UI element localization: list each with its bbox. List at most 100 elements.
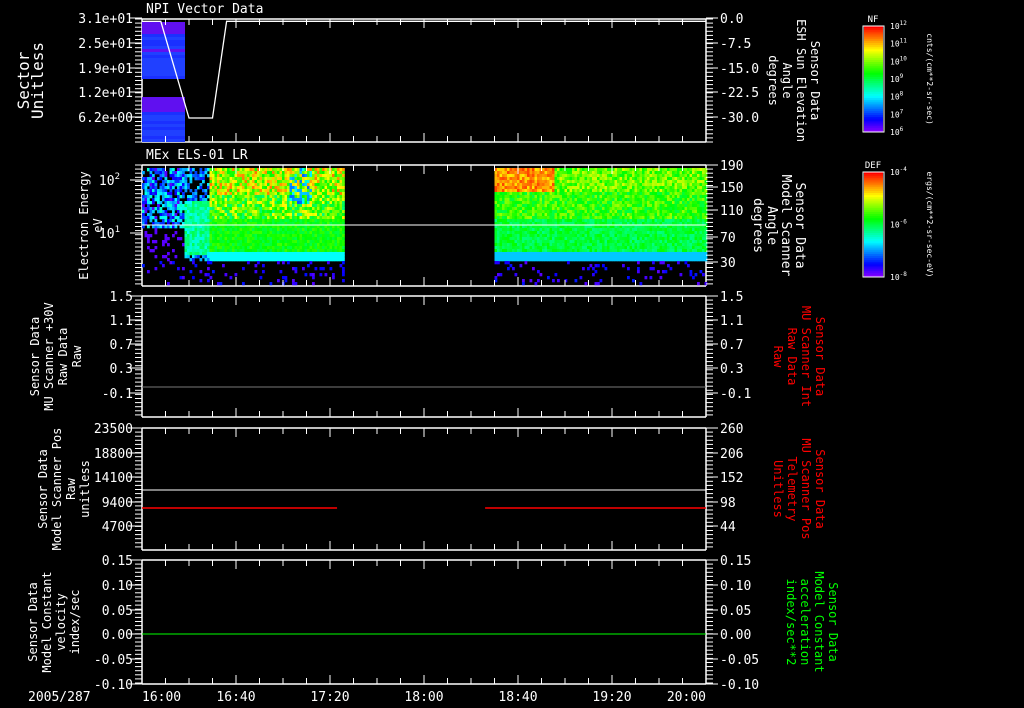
spectrogram-cell [522, 204, 525, 208]
spectrogram-cell [559, 249, 563, 253]
spectrogram-cell [262, 213, 265, 217]
spectrogram-cell [192, 225, 195, 229]
spectrogram-cell [494, 243, 498, 247]
spectrogram-cell [694, 243, 698, 247]
spectrogram-cell [694, 237, 698, 241]
spectrogram-cell [194, 228, 198, 232]
spectrogram-cell [632, 192, 635, 196]
spectrogram-cell [654, 180, 658, 184]
spectrogram-cell [179, 210, 183, 214]
spectrogram-cell [499, 252, 503, 256]
spectrogram-cell [322, 180, 325, 184]
spectrogram-cell [522, 222, 525, 226]
spectrogram-cell [522, 228, 525, 232]
spectrogram-cell [567, 243, 570, 247]
spectrogram-cell [192, 246, 195, 250]
spectrogram-cell [572, 207, 575, 211]
spectrogram-cell [284, 243, 288, 247]
spectrogram-cell [517, 240, 520, 244]
spectrogram-cell [619, 225, 623, 229]
spectrogram-cell [252, 222, 255, 226]
spectrogram-cell [167, 252, 170, 256]
spectrogram-cell [684, 186, 688, 190]
spectrogram-cell [619, 198, 623, 202]
spectrogram-cell [224, 273, 228, 277]
spectrogram-cell [272, 237, 275, 241]
spectrogram-cell [232, 177, 235, 181]
spectrogram-cell [162, 264, 165, 268]
spectrogram-cell [237, 192, 240, 196]
spectrogram-cell [509, 255, 513, 259]
spectrogram-cell [277, 246, 280, 250]
spectrogram-cell [302, 171, 305, 175]
spectrogram-cell [512, 216, 515, 220]
spectrogram-cell [499, 222, 503, 226]
spectrogram-cell [262, 198, 265, 202]
spectrogram-cell [604, 171, 608, 175]
spectrogram-cell [244, 243, 248, 247]
spectrogram-cell [499, 237, 503, 241]
spectrogram-cell [142, 210, 145, 214]
spectrogram-cell [559, 168, 563, 172]
spectrogram-cell [667, 201, 670, 205]
spectrogram-cell [679, 171, 683, 175]
spectrogram-cell [219, 198, 223, 202]
spectrogram-cell [647, 225, 650, 229]
spectrogram-cell [517, 231, 520, 235]
spectrogram-cell [174, 174, 178, 178]
spectrogram-cell [609, 258, 613, 262]
spectrogram-cell [202, 255, 205, 259]
spectrogram-cell [159, 189, 163, 193]
spectrogram-cell [654, 246, 658, 250]
spectrogram-cell [599, 186, 603, 190]
spectrogram-cell [537, 213, 540, 217]
spectrogram-cell [637, 192, 640, 196]
spectrogram-cell [312, 207, 315, 211]
spectrogram-cell [597, 195, 600, 199]
spectrogram-cell [239, 201, 243, 205]
spectrogram-cell [204, 192, 208, 196]
spectrogram-cell [212, 249, 215, 253]
spectrogram-cell [689, 222, 693, 226]
spectrogram-cell [267, 255, 270, 259]
spectrogram-cell [534, 189, 538, 193]
spectrogram-cell [154, 255, 158, 259]
sector-cell [142, 46, 185, 49]
spectrogram-cell [547, 228, 550, 232]
spectrogram-cell [499, 189, 503, 193]
spectrogram-cell [667, 210, 670, 214]
spectrogram-cell [554, 225, 558, 229]
spectrogram-cell [549, 249, 553, 253]
spectrogram-cell [234, 273, 238, 277]
spectrogram-cell [244, 171, 248, 175]
spectrogram-cell [322, 213, 325, 217]
spectrogram-cell [662, 252, 665, 256]
spectrogram-cell [164, 171, 168, 175]
spectrogram-cell [659, 168, 663, 172]
spectrogram-cell [342, 246, 345, 250]
spectrogram-cell [572, 216, 575, 220]
spectrogram-cell [529, 180, 533, 184]
spectrogram-cell [237, 189, 240, 193]
spectrogram-cell [269, 249, 273, 253]
spectrogram-cell [562, 174, 565, 178]
spectrogram-cell [342, 228, 345, 232]
spectrogram-cell [534, 177, 538, 181]
spectrogram-cell [249, 174, 253, 178]
spectrogram-cell [297, 246, 300, 250]
spectrogram-cell [619, 216, 623, 220]
spectrogram-cell [599, 189, 603, 193]
spectrogram-cell [497, 222, 500, 226]
spectrogram-cell [514, 255, 518, 259]
spectrogram-cell [624, 195, 628, 199]
spectrogram-cell [669, 171, 673, 175]
spectrogram-cell [634, 246, 638, 250]
spectrogram-cell [637, 213, 640, 217]
spectrogram-cell [169, 213, 173, 217]
spectrogram-cell [254, 270, 258, 274]
spectrogram-cell [594, 243, 598, 247]
spectrogram-cell [294, 192, 298, 196]
spectrogram-cell [682, 210, 685, 214]
spectrogram-cell [694, 180, 698, 184]
spectrogram-cell [532, 228, 535, 232]
